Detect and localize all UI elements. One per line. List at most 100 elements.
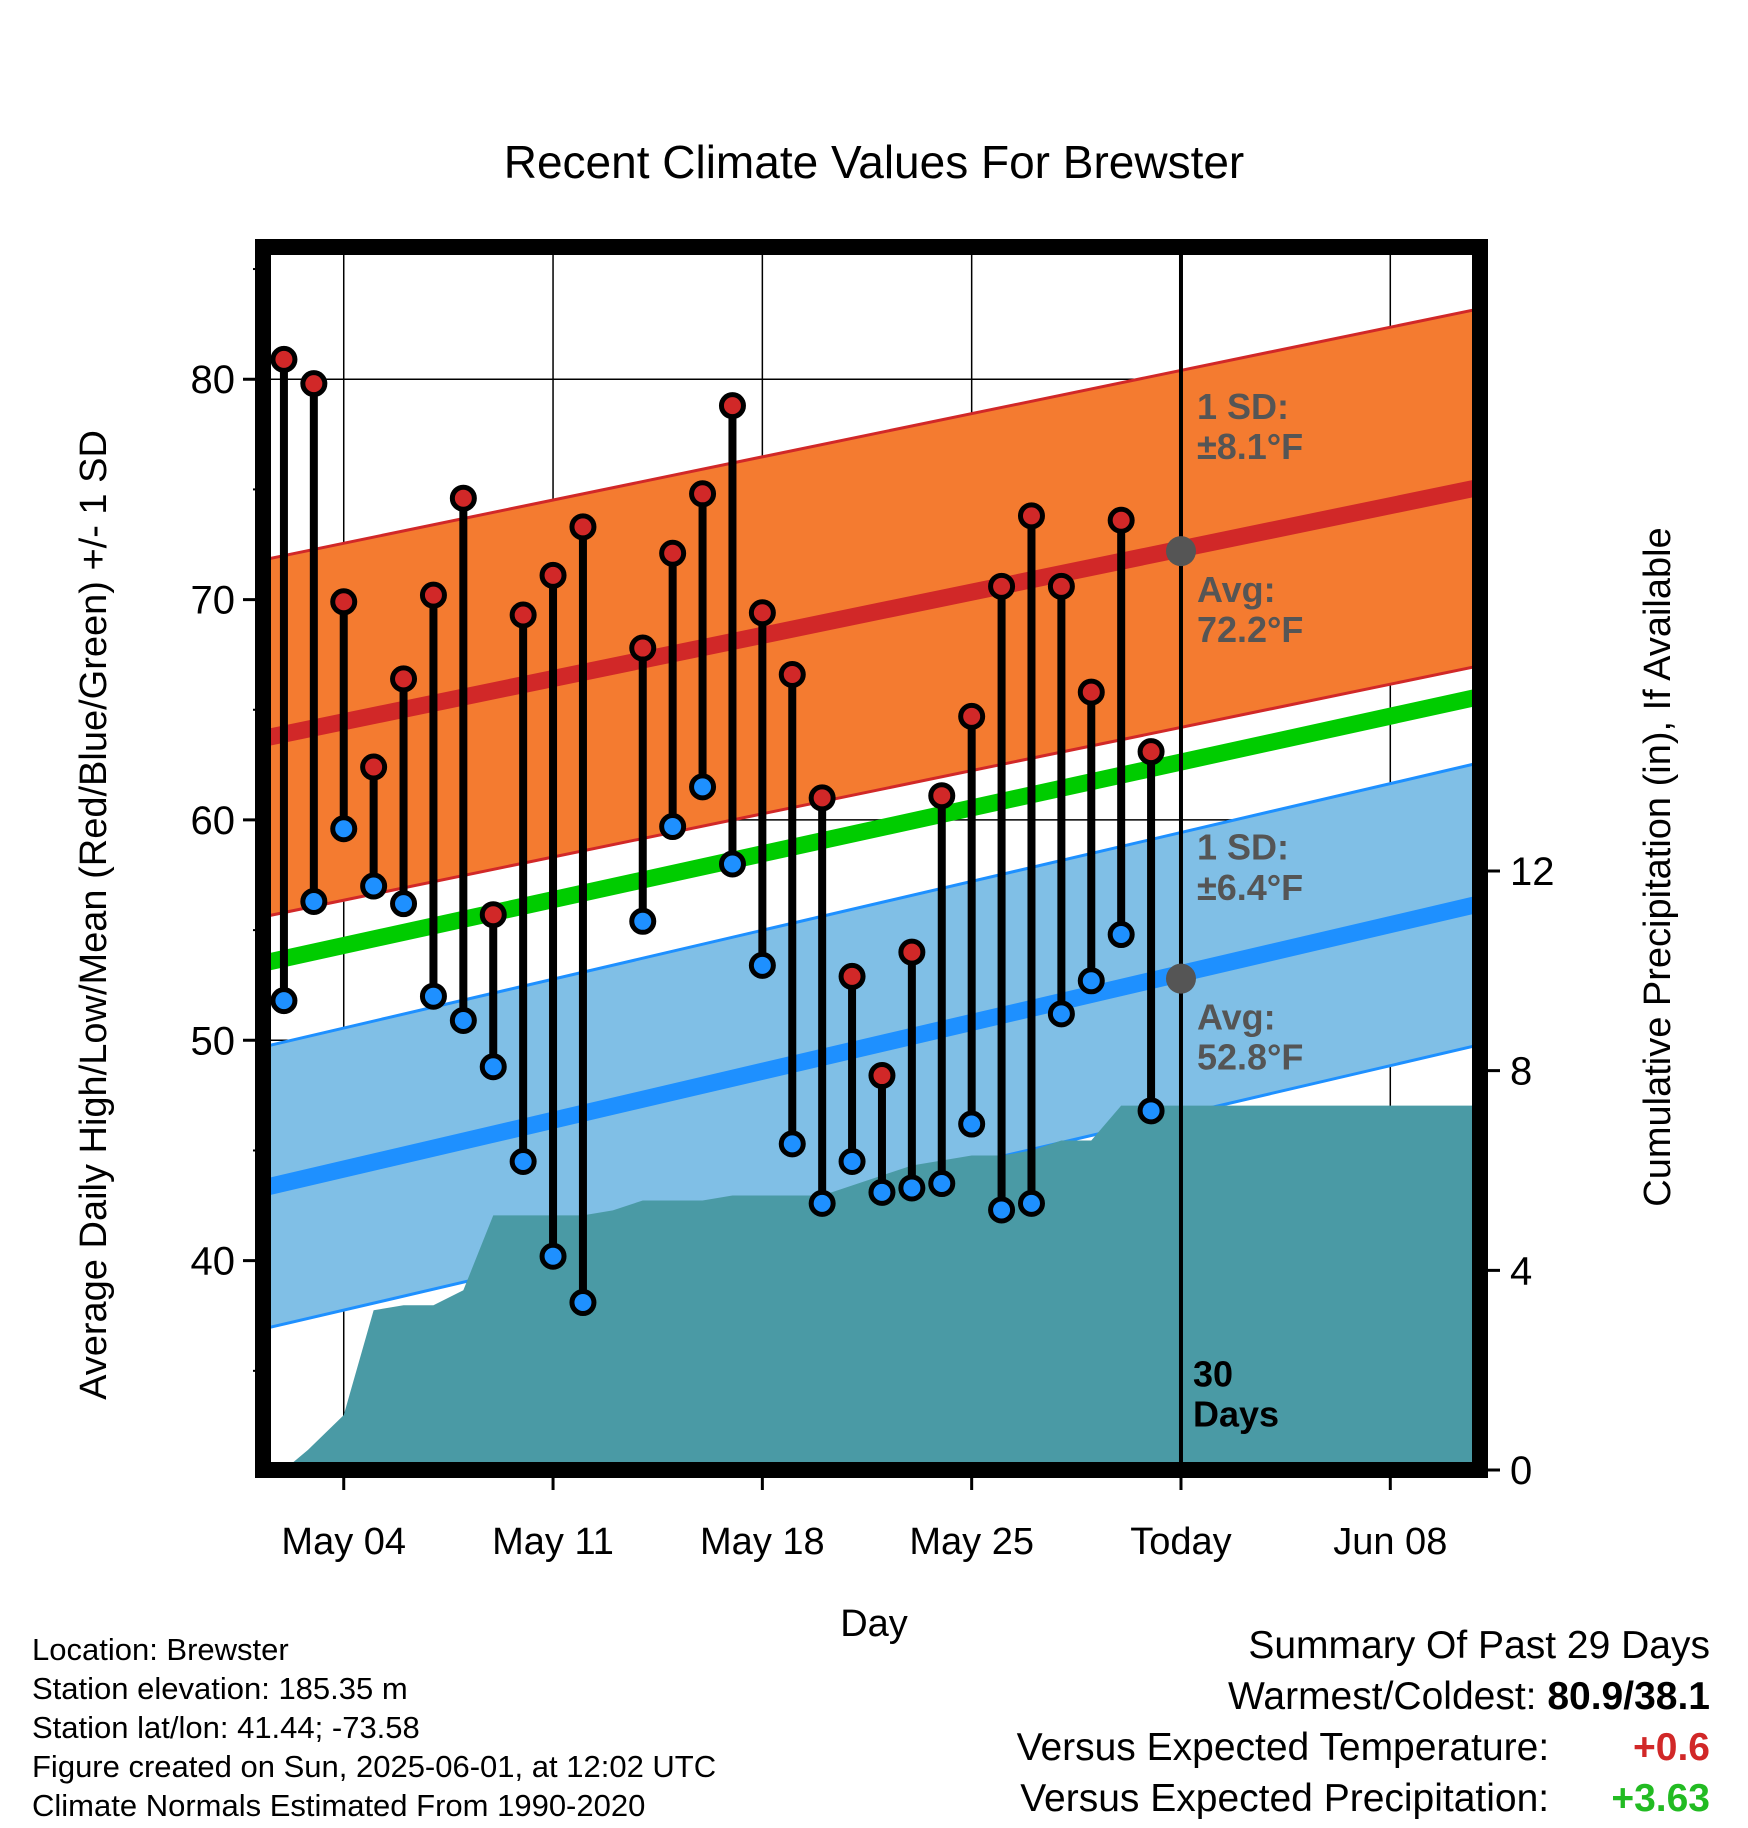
info-normals: Climate Normals Estimated From 1990-2020	[32, 1788, 646, 1823]
low-temp-point	[988, 1196, 1016, 1224]
summary-temp-row: Versus Expected Temperature: +0.6	[1017, 1722, 1710, 1773]
low-temp-point	[1137, 1097, 1165, 1125]
low-temp-point	[1047, 1000, 1075, 1028]
high-temp-point	[1137, 738, 1165, 766]
high-temp-point	[838, 962, 866, 990]
summary-precip-row: Versus Expected Precipitation: +3.63	[1017, 1773, 1710, 1824]
low-temp-point	[330, 815, 358, 843]
x-tick-label: May 18	[700, 1521, 825, 1563]
high-sd-annotation: 1 SD: ±8.1°F	[1197, 386, 1303, 467]
summary-precip-value: +3.63	[1611, 1777, 1710, 1820]
info-created: Figure created on Sun, 2025-06-01, at 12…	[32, 1749, 717, 1784]
low-temp-point	[1077, 967, 1105, 995]
high-temp-point	[539, 561, 567, 589]
high-temp-point	[419, 581, 447, 609]
low-temp-point	[629, 907, 657, 935]
x-tick-label: Jun 08	[1333, 1521, 1447, 1563]
avg-high-today-point	[1165, 536, 1196, 567]
high-temp-point	[778, 660, 806, 688]
low-temp-point	[419, 982, 447, 1010]
station-info: Location: Brewster Station elevation: 18…	[32, 1630, 716, 1825]
y-axis-label: Average Daily High/Low/Mean (Red/Blue/Gr…	[73, 430, 115, 1400]
low-temp-point	[479, 1053, 507, 1081]
low-temp-point	[300, 887, 328, 915]
high-temp-point	[1077, 678, 1105, 706]
plot-area: 1 SD: ±8.1°F Avg: 72.2°F 1 SD: ±6.4°F Avg: 52.8…	[191, 239, 1555, 1563]
low-temp-point	[270, 987, 298, 1015]
summary-warmest-label: Warmest/Coldest:	[1228, 1675, 1537, 1718]
low-temp-point	[778, 1130, 806, 1158]
summary-temp-value: +0.6	[1633, 1726, 1710, 1769]
info-latlon: Station lat/lon: 41.44; -73.58	[32, 1710, 420, 1745]
high-temp-point	[629, 634, 657, 662]
high-temp-point	[748, 599, 776, 627]
x-tick-label: May 11	[492, 1521, 614, 1563]
high-temp-point	[449, 484, 477, 512]
high-temp-point	[1107, 506, 1135, 534]
low-temp-point	[898, 1174, 926, 1202]
y2-axis-label: Cumulative Precipitation (in), If Availa…	[1637, 527, 1679, 1206]
summary-title: Summary Of Past 29 Days	[1248, 1624, 1710, 1667]
low-temp-point	[659, 813, 687, 841]
high-temp-point	[1017, 502, 1045, 530]
high-temp-point	[569, 513, 597, 541]
summary-panel: Summary Of Past 29 Days Warmest/Coldest:…	[1017, 1620, 1710, 1824]
y2-tick-label: 12	[1510, 850, 1555, 894]
high-temp-point	[659, 539, 687, 567]
low-temp-point	[718, 850, 746, 878]
low-temp-point	[868, 1178, 896, 1206]
info-elevation: Station elevation: 185.35 m	[32, 1671, 408, 1706]
low-temp-point	[1017, 1189, 1045, 1217]
info-location: Location: Brewster	[32, 1632, 289, 1667]
high-temp-point	[479, 901, 507, 929]
x-axis-label: Day	[840, 1603, 908, 1645]
high-temp-point	[718, 392, 746, 420]
low-temp-point	[838, 1147, 866, 1175]
summary-warmest-row: Warmest/Coldest: 80.9/38.1	[1017, 1671, 1710, 1722]
high-temp-point	[390, 665, 418, 693]
low-temp-point	[928, 1170, 956, 1198]
high-temp-point	[689, 480, 717, 508]
y2-tick-label: 0	[1510, 1449, 1532, 1493]
low-temp-point	[689, 773, 717, 801]
high-temp-point	[270, 345, 298, 373]
summary-precip-label: Versus Expected Precipitation:	[1020, 1777, 1550, 1820]
high-temp-point	[509, 601, 537, 629]
x-tick-label: May 25	[909, 1521, 1034, 1563]
y2-tick-label: 4	[1510, 1249, 1532, 1293]
low-temp-point	[569, 1289, 597, 1317]
high-temp-point	[988, 572, 1016, 600]
low-temp-point	[390, 890, 418, 918]
x-tick-label: May 04	[281, 1521, 406, 1563]
high-avg-annotation: Avg: 72.2°F	[1197, 569, 1303, 650]
x-tick-label: Today	[1130, 1521, 1231, 1563]
high-temp-point	[300, 370, 328, 398]
high-temp-point	[360, 753, 388, 781]
normal-low-line	[261, 895, 1482, 1197]
low-temp-point	[748, 951, 776, 979]
plot-frame	[255, 239, 1488, 1478]
y-tick-label: 40	[191, 1240, 236, 1284]
low-avg-annotation: Avg: 52.8°F	[1197, 996, 1303, 1077]
low-sd-annotation: 1 SD: ±6.4°F	[1197, 827, 1303, 908]
chart-title: Recent Climate Values For Brewster	[504, 136, 1245, 188]
high-temp-point	[808, 784, 836, 812]
low-temp-point	[958, 1110, 986, 1138]
y-tick-label: 50	[191, 1019, 236, 1063]
low-temp-point	[449, 1006, 477, 1034]
today-days-label: 30 Days	[1193, 1353, 1279, 1434]
y-tick-label: 70	[191, 579, 236, 623]
high-temp-point	[928, 782, 956, 810]
y-tick-label: 60	[191, 799, 236, 843]
low-temp-point	[1107, 921, 1135, 949]
summary-warmest-value: 80.9/38.1	[1547, 1675, 1710, 1718]
low-temp-point	[539, 1242, 567, 1270]
low-temp-point	[808, 1189, 836, 1217]
y-tick-label: 80	[191, 358, 236, 402]
high-temp-point	[1047, 572, 1075, 600]
avg-low-today-point	[1165, 963, 1196, 994]
low-temp-point	[360, 872, 388, 900]
summary-temp-label: Versus Expected Temperature:	[1016, 1726, 1550, 1769]
high-temp-point	[330, 588, 358, 616]
